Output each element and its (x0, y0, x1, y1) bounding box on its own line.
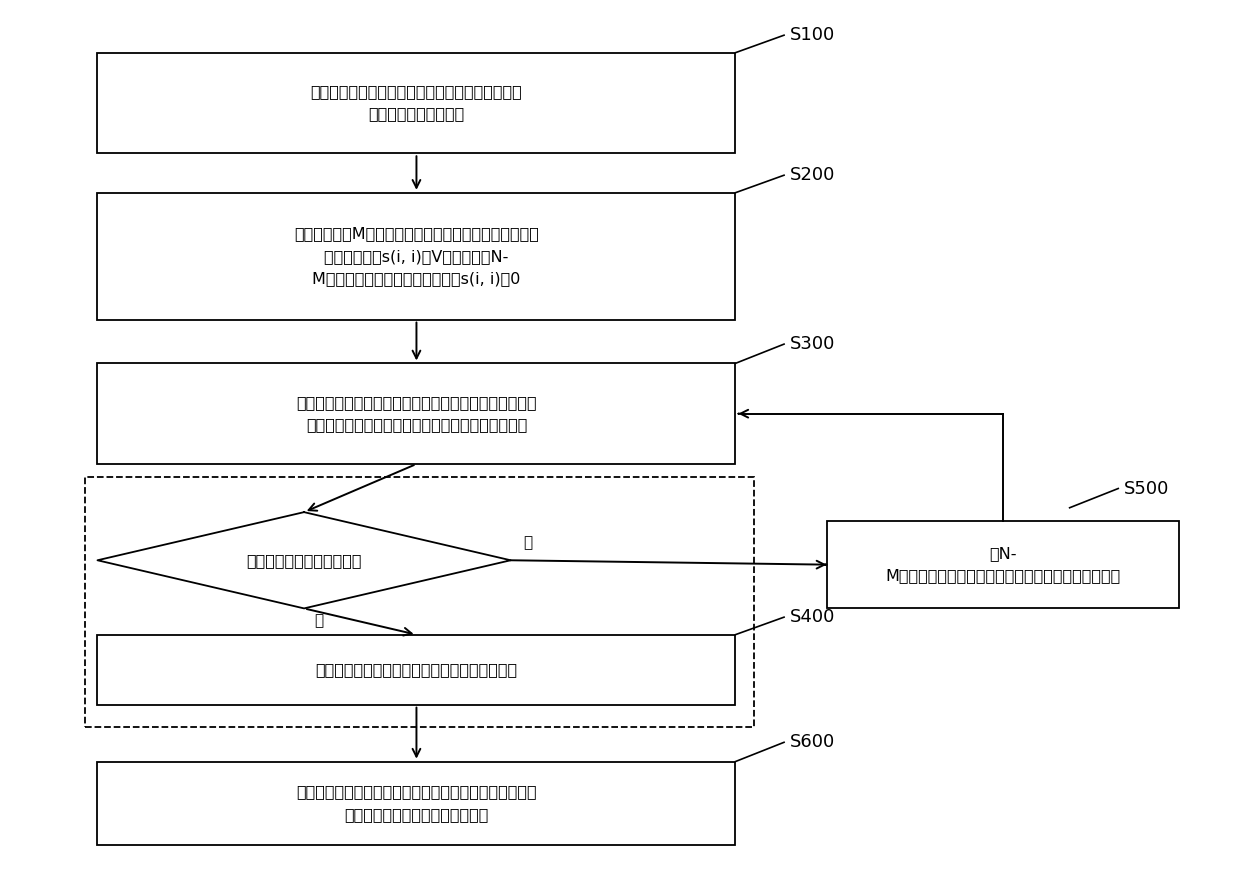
Bar (98, 363, 735, 464)
Text: 则所述可信光伏节点为测量光伏节点，分组结束: 则所述可信光伏节点为测量光伏节点，分组结束 (315, 663, 517, 677)
Text: 是: 是 (314, 613, 322, 628)
Text: S200: S200 (790, 166, 836, 184)
Bar (98, 53, 735, 154)
Text: 将所述区域内M个测量光伏节点作为可信光伏节点，设定
其对角相似度s(i, i)＝V，设置其他N-
M个非测量光伏节点的对角相似度s(i, i)＝0: 将所述区域内M个测量光伏节点作为可信光伏节点，设定 其对角相似度s(i, i)＝… (294, 227, 539, 286)
Bar (98, 762, 735, 845)
Text: S600: S600 (790, 733, 836, 751)
Text: S300: S300 (790, 335, 836, 353)
Text: 根据区域内分布式光伏节点的静态数据，计算各个
光伏节点之间的相似度: 根据区域内分布式光伏节点的静态数据，计算各个 光伏节点之间的相似度 (310, 85, 522, 121)
Bar (98, 635, 735, 705)
Bar (86, 477, 754, 727)
Text: S400: S400 (790, 608, 836, 626)
Text: S100: S100 (790, 26, 836, 44)
Text: 从N-
M个非测量光伏节点中选取至少一个作为测量光伏节点: 从N- M个非测量光伏节点中选取至少一个作为测量光伏节点 (885, 546, 1121, 583)
Bar (827, 521, 1179, 608)
Bar (98, 193, 735, 320)
Text: S500: S500 (1125, 480, 1169, 497)
Text: 否: 否 (523, 535, 532, 550)
Text: 根据所述相似度，以所述测量光伏节点为中心点，将其他
非测量光伏节点分组，并计算所述区域内的综合偏差: 根据所述相似度，以所述测量光伏节点为中心点，将其他 非测量光伏节点分组，并计算所… (296, 395, 537, 432)
Text: 根据所述测量光伏节点的实际出力、相似度和装机容量，
估计区域内非测量光伏节点的出力: 根据所述测量光伏节点的实际出力、相似度和装机容量， 估计区域内非测量光伏节点的出… (296, 785, 537, 822)
Text: 所述综合偏差小于误差阈值: 所述综合偏差小于误差阈值 (247, 553, 362, 568)
